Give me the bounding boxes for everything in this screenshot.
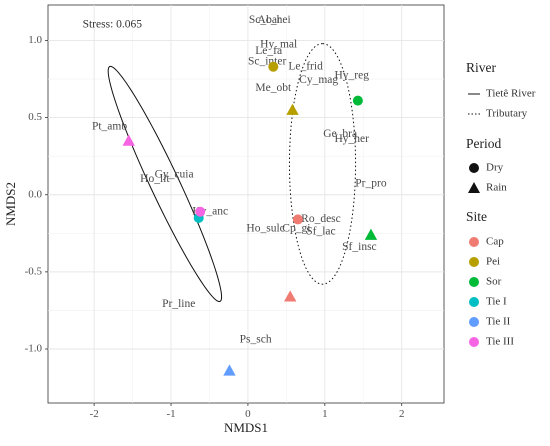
species-label: Ho_sulc (246, 222, 284, 234)
species-label: Sc_inter (248, 56, 286, 68)
species-label: Pr_pro (355, 178, 387, 190)
ellipse-tributary (288, 43, 357, 285)
species-label: Sf_insc (342, 241, 377, 253)
point-rain (284, 290, 297, 302)
legend-label-site: Tie III (486, 336, 514, 348)
ellipse-tiete-river (107, 65, 223, 303)
species-label: Cp_gi (282, 222, 310, 234)
legend-label-site: Tie I (486, 296, 507, 308)
species-label: Ac_hei (257, 14, 290, 26)
species-label: Ps_sch (240, 333, 272, 345)
species-label: Hy_reg (334, 70, 369, 82)
point-rain (364, 228, 378, 240)
legend-key-site (469, 317, 479, 327)
point-rain (223, 364, 236, 376)
legend: River Tietê River Tributary Period Dry Rain Si… (466, 60, 536, 348)
point-dry (268, 61, 279, 72)
legend-key-site (469, 337, 479, 347)
grid-lines (48, 5, 444, 403)
legend-title-site: Site (466, 209, 487, 224)
x-tick-label: -2 (90, 408, 99, 420)
legend-label-period: Dry (486, 162, 504, 174)
legend-key-site (469, 297, 479, 307)
y-tick-label: -1.0 (25, 343, 43, 355)
legend-key-site (469, 257, 479, 267)
species-label: Gy_cuia (155, 168, 194, 180)
point-dry (352, 95, 363, 106)
y-tick-label: -0.5 (25, 265, 43, 277)
y-tick-label: 1.0 (28, 34, 42, 46)
species-label: Pr_line (162, 298, 195, 310)
legend-label-site: Pei (486, 256, 500, 268)
species-label: Hy_her (334, 133, 369, 145)
species-label: Ge_bra (323, 128, 357, 140)
species-label: Cy_mag (299, 74, 338, 86)
legend-key-rain (468, 182, 480, 193)
legend-key-site (469, 277, 479, 287)
species-label: Sc_bar (249, 14, 281, 26)
legend-label-site: Cap (486, 236, 504, 248)
site-points (122, 61, 378, 376)
species-label: Le_fa (255, 45, 282, 57)
axes: -2 -1 0 1 2 1.0 0.5 0.0 -0.5 -1.0 (25, 34, 405, 420)
species-label: Pt_amb (92, 121, 127, 133)
species-label: Hy_mal (260, 39, 297, 51)
stress-label: Stress: 0.065 (83, 19, 143, 31)
y-tick-label: 0.0 (28, 188, 42, 200)
point-dry (195, 206, 206, 217)
legend-label-site: Sor (486, 276, 502, 288)
legend-key-dry (469, 163, 479, 173)
point-rain (286, 103, 299, 115)
ellipses (107, 43, 357, 303)
legend-label-site: Tie II (486, 316, 511, 328)
y-axis-title: NMDS2 (3, 182, 18, 226)
species-label: Le_frid (288, 60, 323, 72)
legend-label-period: Rain (486, 182, 507, 194)
legend-label-river: Tributary (486, 108, 528, 120)
point-dry (292, 214, 303, 225)
point-rain (122, 134, 135, 146)
legend-title-period: Period (466, 136, 501, 151)
species-label: Ho_lit (140, 173, 170, 185)
y-tick-label: 0.5 (28, 111, 42, 123)
species-label: Me_obt (255, 82, 292, 94)
x-axis-title: NMDS1 (224, 420, 268, 435)
x-tick-label: -1 (166, 408, 175, 420)
x-tick-label: 1 (322, 408, 328, 420)
legend-title-river: River (466, 60, 496, 75)
legend-label-river: Tietê River (486, 88, 536, 100)
x-tick-label: 2 (399, 408, 405, 420)
plot-panel (47, 4, 445, 404)
species-label: Ro_desc (301, 213, 341, 225)
species-label: Sf_lac (306, 225, 335, 237)
x-tick-label: 0 (245, 408, 251, 420)
legend-key-site (469, 237, 479, 247)
